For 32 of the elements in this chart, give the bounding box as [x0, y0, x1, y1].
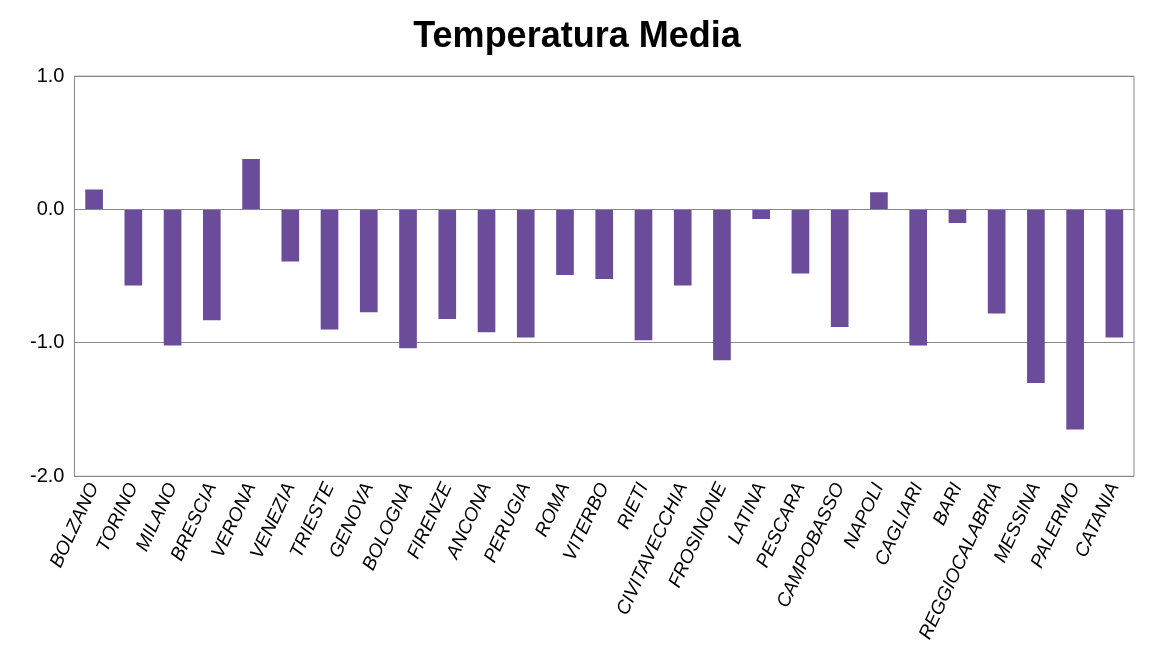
bar — [1027, 210, 1045, 383]
y-tick-label: 1.0 — [36, 63, 65, 86]
bar — [987, 210, 1006, 314]
bar — [830, 210, 849, 327]
bar — [1105, 210, 1124, 338]
bar — [673, 210, 692, 286]
chart-title: Temperatura Media — [413, 13, 742, 55]
bar — [477, 210, 496, 333]
bar — [909, 210, 927, 346]
bar — [281, 210, 300, 262]
bar — [359, 210, 378, 313]
bar — [595, 210, 614, 279]
y-tick-label: 0.0 — [36, 197, 65, 220]
bar — [163, 210, 182, 346]
bar — [124, 210, 143, 286]
bar — [791, 210, 810, 274]
bar — [870, 192, 888, 210]
bar — [948, 210, 967, 223]
y-tick-label: -1.0 — [29, 330, 65, 353]
bar — [202, 210, 221, 321]
bar — [1066, 210, 1084, 430]
bar — [516, 210, 535, 338]
bar — [752, 210, 771, 219]
bar — [85, 189, 103, 210]
bar — [399, 210, 417, 349]
bar — [242, 158, 260, 210]
bar — [320, 210, 339, 330]
y-tick-label: -2.0 — [29, 463, 65, 486]
bar — [634, 210, 653, 341]
bar — [556, 210, 574, 275]
bar — [438, 210, 457, 319]
bar — [713, 210, 731, 361]
